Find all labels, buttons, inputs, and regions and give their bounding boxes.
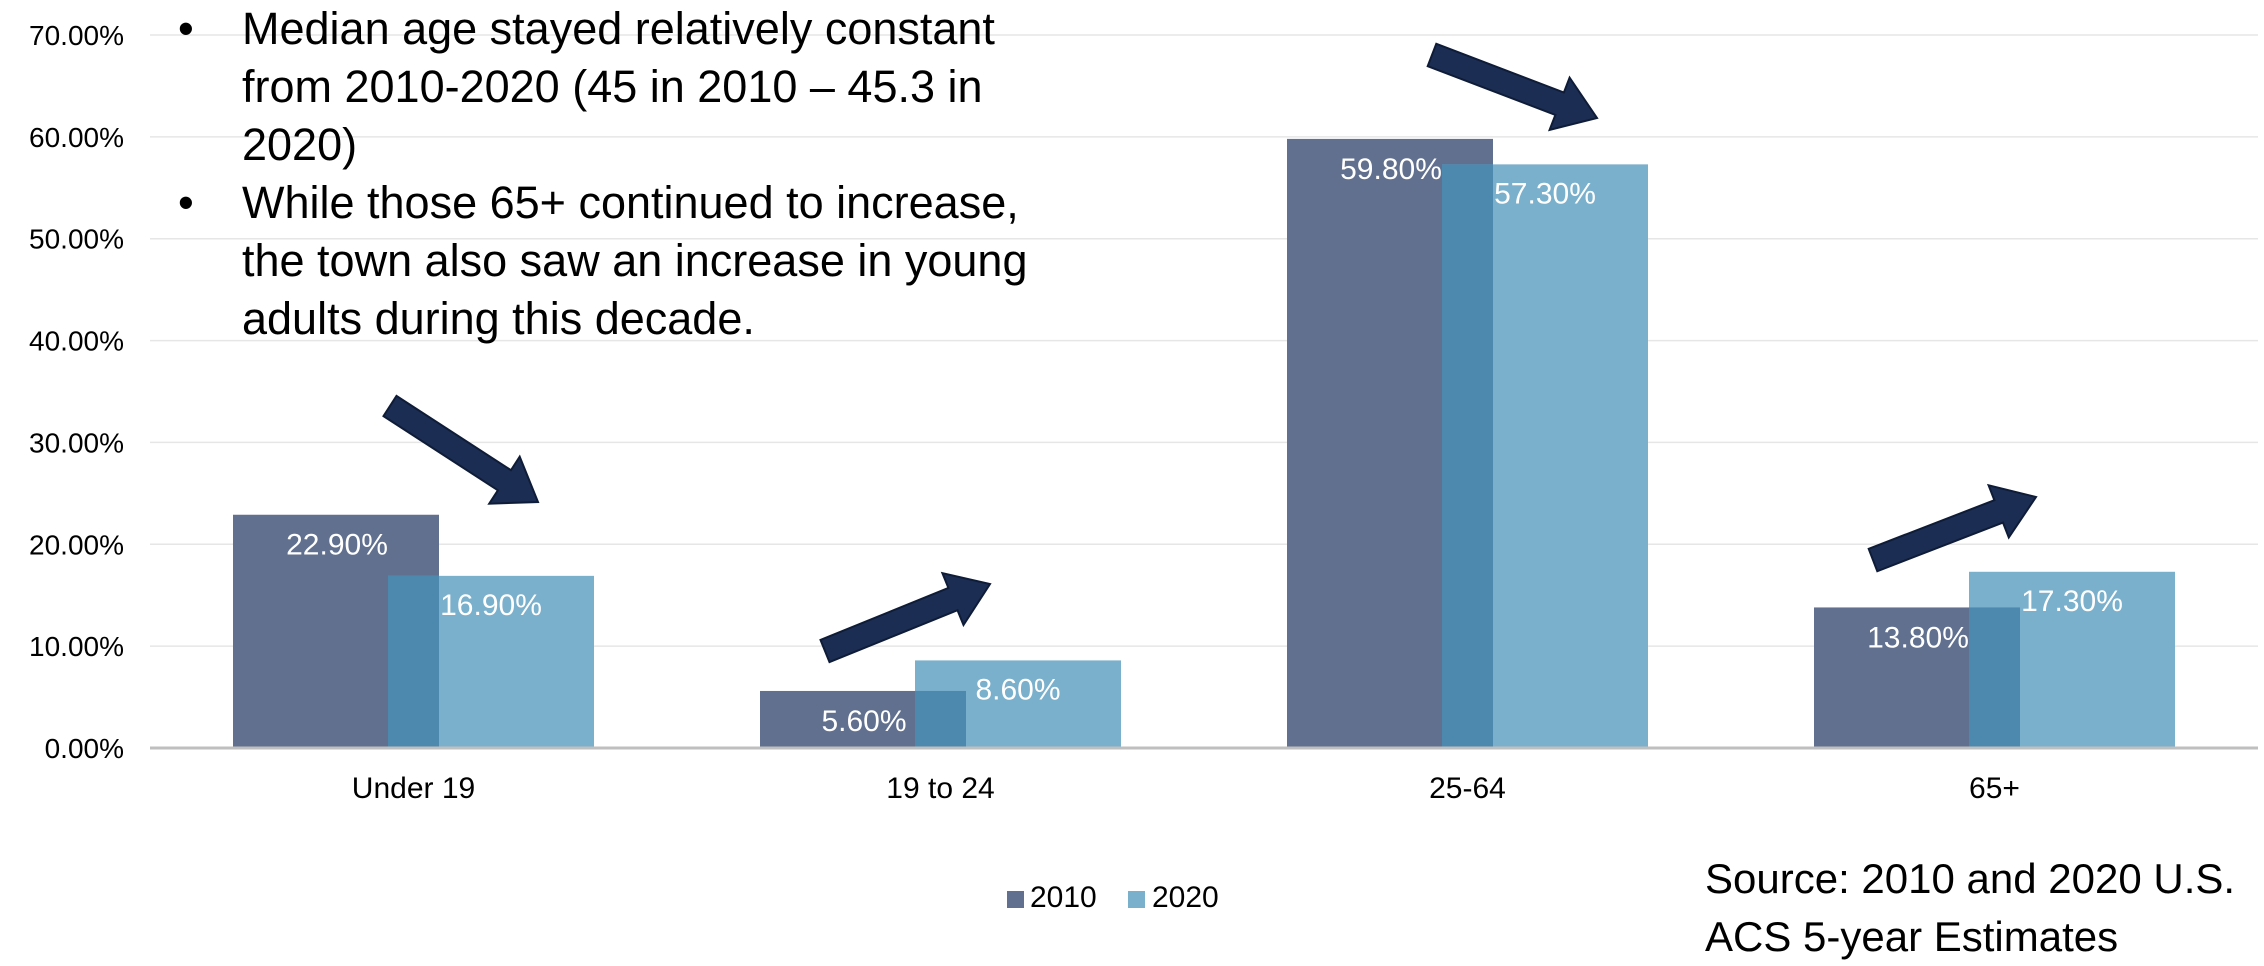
data-label-2010: 59.80% [1340, 153, 1442, 186]
legend-label-2010: 2010 [1030, 881, 1097, 914]
y-tick-label: 0.00% [45, 733, 124, 764]
trend-arrow-icon [819, 571, 992, 664]
legend-label-2020: 2020 [1152, 881, 1219, 914]
y-tick-label: 20.00% [29, 529, 124, 560]
data-label-2010: 22.90% [286, 529, 388, 562]
x-axis-ticks: Under 19 19 to 24 25-64 65+ [352, 772, 2020, 805]
bar-overlap [1969, 607, 2020, 748]
trend-arrow-icon [1426, 42, 1599, 132]
data-label-2020: 8.60% [975, 673, 1060, 706]
data-label-2020: 16.90% [440, 589, 542, 622]
legend-swatch-2020 [1128, 891, 1145, 908]
bar-labels: 22.90% 16.90% 5.60% 8.60% 59.80% 57.30% 13.80%… [286, 153, 2123, 738]
y-axis-ticks: 0.00% 10.00% 20.00% 30.00% 40.00% 50.00% 60.00… [29, 20, 124, 764]
trend-arrow-icon [1867, 483, 2038, 573]
bullet-65-plus: While those 65+ continued to increase, t… [170, 174, 1070, 348]
legend-swatch-2010 [1007, 891, 1024, 908]
x-tick-label: 25-64 [1429, 772, 1506, 805]
bar-overlap [388, 575, 439, 748]
x-tick-label: 19 to 24 [886, 772, 994, 805]
bars [233, 138, 2175, 748]
legend: 2010 2020 [1007, 881, 1219, 914]
data-label-2010: 13.80% [1867, 621, 1969, 654]
trend-arrows [382, 42, 2038, 664]
y-tick-label: 60.00% [29, 122, 124, 153]
x-tick-label: 65+ [1969, 772, 2020, 805]
y-tick-label: 40.00% [29, 326, 124, 357]
data-label-2020: 57.30% [1494, 177, 1596, 210]
trend-arrow-icon [382, 394, 540, 505]
bar-overlap [915, 690, 966, 748]
data-label-2010: 5.60% [821, 705, 906, 738]
x-tick-label: Under 19 [352, 772, 475, 805]
source-note: Source: 2010 and 2020 U.S. ACS 5-year Es… [1705, 850, 2235, 966]
y-tick-label: 50.00% [29, 224, 124, 255]
y-tick-label: 10.00% [29, 631, 124, 662]
source-line-1: Source: 2010 and 2020 U.S. [1705, 855, 2236, 902]
bullet-median-age: Median age stayed relatively constant fr… [170, 0, 1070, 174]
y-tick-label: 30.00% [29, 427, 124, 458]
data-label-2020: 17.30% [2021, 585, 2123, 618]
bullet-list: Median age stayed relatively constant fr… [170, 0, 1070, 348]
source-line-2: ACS 5-year Estimates [1705, 913, 2119, 960]
bar-overlap [1442, 164, 1493, 748]
y-tick-label: 70.00% [29, 20, 124, 51]
